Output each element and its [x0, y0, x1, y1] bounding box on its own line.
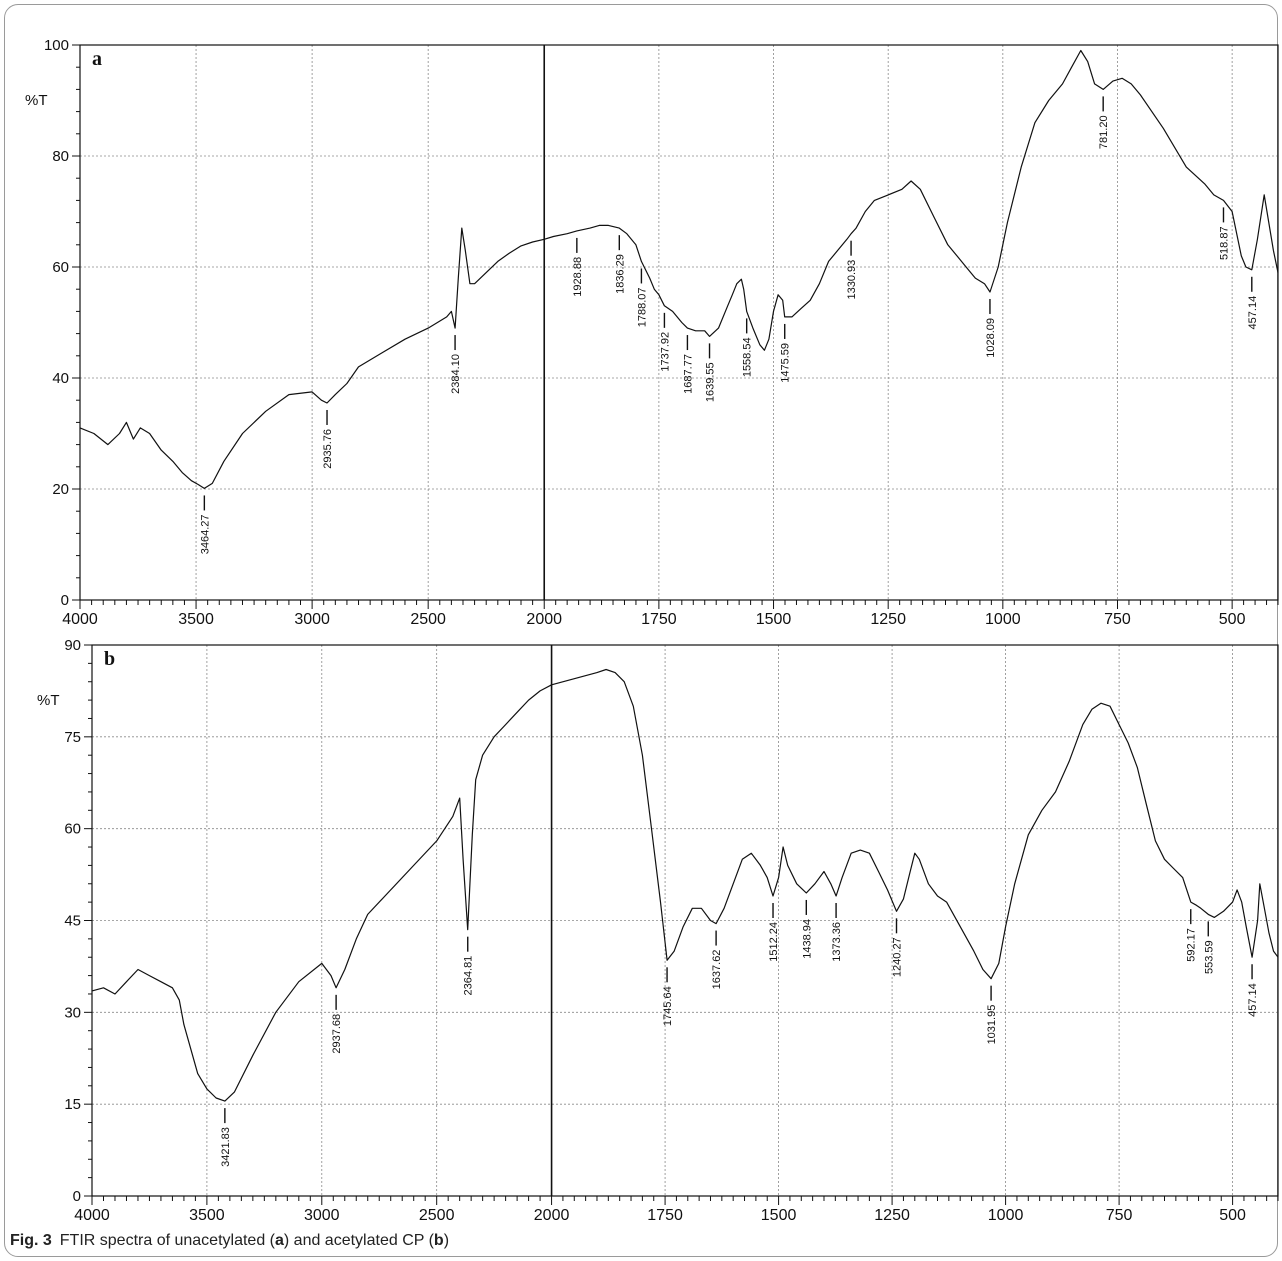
peak-label: 1475.59: [780, 343, 792, 383]
peak-label: 2935.76: [322, 429, 334, 469]
peak-label: 1031.95: [986, 1005, 998, 1045]
x-tick-label: 2000: [534, 1207, 570, 1224]
peak-label: 3464.27: [199, 514, 211, 554]
figure-caption: Fig. 3 FTIR spectra of unacetylated (a) a…: [10, 1232, 449, 1250]
x-tick-label: 1750: [641, 611, 677, 628]
x-tick-label: 500: [1219, 611, 1246, 628]
peak-label: 3421.83: [220, 1127, 232, 1167]
caption-panel-a: a: [274, 1232, 284, 1249]
peak-label: 457.14: [1247, 983, 1259, 1017]
y-tick-label: 40: [52, 370, 69, 387]
caption-text-3: ): [443, 1232, 450, 1249]
peak-label: 457.14: [1247, 296, 1259, 330]
caption-text-1: FTIR spectra of unacetylated (: [59, 1232, 275, 1249]
peak-label: 1737.92: [659, 332, 671, 372]
peak-label: 1639.55: [705, 362, 717, 402]
x-tick-label: 1750: [647, 1207, 683, 1224]
peak-label: 553.59: [1203, 940, 1215, 974]
chart-panel-b: 4000 3500 3000 2500 2000 1750 1500 1250 1000 750 5…: [37, 637, 1279, 1224]
x-tick-label: 3000: [294, 611, 330, 628]
peak-label: 518.87: [1218, 226, 1230, 260]
y-tick-label: 60: [52, 259, 69, 276]
y-tick-label: 0: [61, 592, 69, 609]
y-tick-label: 80: [52, 148, 69, 165]
peak-label: 1240.27: [892, 937, 904, 977]
x-tick-label: 1500: [761, 1207, 797, 1224]
peak-label: 2384.10: [450, 354, 462, 394]
spectrum-line: [91, 668, 1279, 1102]
peak-label: 1745.64: [662, 986, 674, 1026]
x-tick-label: 3000: [304, 1207, 340, 1224]
peak-label: 1330.93: [846, 260, 858, 300]
y-axis-label: %T: [25, 92, 48, 109]
x-tick-label: 4000: [74, 1207, 110, 1224]
x-tick-label: 750: [1106, 1207, 1133, 1224]
y-tick-label: 20: [52, 481, 69, 498]
spectrum-line: [79, 49, 1279, 489]
y-tick-label: 75: [64, 729, 81, 746]
caption-panel-b: b: [433, 1232, 444, 1249]
peak-label: 1836.29: [614, 254, 626, 294]
x-tick-label: 4000: [62, 611, 98, 628]
y-tick-label: 60: [64, 821, 81, 838]
peak-label: 1687.77: [682, 354, 694, 394]
x-tick-label: 1250: [874, 1207, 910, 1224]
x-tick-label: 1250: [870, 611, 906, 628]
x-tick-label: 2500: [410, 611, 446, 628]
y-tick-label: 90: [64, 637, 81, 654]
peak-label: 1558.54: [742, 337, 754, 377]
peak-label: 592.17: [1186, 928, 1198, 962]
figure-frame: [4, 4, 1278, 1257]
x-tick-label: 2000: [526, 611, 562, 628]
peak-label: 1438.94: [801, 919, 813, 959]
y-tick-label: 100: [44, 37, 69, 54]
panel-label: b: [104, 648, 115, 670]
y-tick-label: 30: [64, 1004, 81, 1021]
peak-label: 1928.88: [572, 257, 584, 297]
peak-label: 1637.62: [711, 950, 723, 990]
caption-text-2: ) and acetylated CP (: [283, 1232, 434, 1249]
x-tick-label: 1000: [985, 611, 1021, 628]
peak-label: 1373.36: [831, 922, 843, 962]
x-tick-label: 500: [1219, 1207, 1246, 1224]
y-axis-label: %T: [37, 692, 60, 709]
x-tick-label: 2500: [419, 1207, 455, 1224]
plot-frame: [79, 44, 1279, 601]
peak-label: 2364.81: [463, 956, 475, 996]
caption-label: Fig. 3: [10, 1232, 52, 1249]
x-tick-label: 3500: [178, 611, 214, 628]
peak-label: 2937.68: [331, 1014, 343, 1054]
chart-panel-a: 4000 3500 3000 2500 2000 1750 1500 1250 1000 750 5…: [25, 37, 1279, 628]
peak-label: 1512.24: [768, 922, 780, 962]
x-tick-label: 3500: [189, 1207, 225, 1224]
x-tick-label: 750: [1104, 611, 1131, 628]
y-tick-label: 0: [73, 1188, 81, 1205]
y-tick-label: 45: [64, 913, 81, 930]
peak-label: 781.20: [1098, 115, 1110, 149]
y-tick-label: 15: [64, 1096, 81, 1113]
peak-label: 1028.09: [985, 318, 997, 358]
x-tick-label: 1500: [756, 611, 792, 628]
peak-label: 1788.07: [636, 287, 648, 327]
panel-label: a: [92, 48, 102, 70]
x-tick-label: 1000: [988, 1207, 1024, 1224]
